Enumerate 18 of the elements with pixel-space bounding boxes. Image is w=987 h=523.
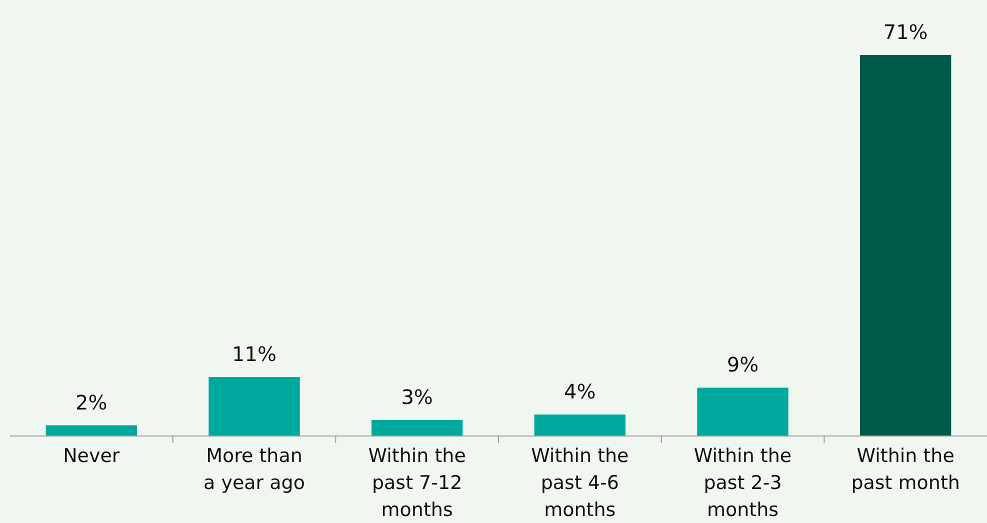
bar	[371, 420, 463, 436]
x-tick-label: More than a year ago	[204, 445, 305, 494]
x-tick-label: Within the past 2-3 months	[694, 445, 792, 521]
bar	[534, 414, 626, 436]
x-tick-label: Within the past 7-12 months	[368, 445, 466, 521]
x-tick-label: Within the past 4-6 months	[531, 445, 629, 521]
data-label: 4%	[564, 380, 596, 404]
data-label: 2%	[76, 390, 108, 414]
bar	[46, 425, 138, 436]
x-tick-label: Within the past month	[851, 445, 960, 494]
bar	[697, 388, 788, 436]
data-label: 71%	[883, 20, 928, 44]
x-tick-label: Never	[63, 445, 120, 467]
bar	[860, 55, 952, 436]
data-label: 9%	[726, 352, 759, 377]
data-label: 3%	[401, 384, 433, 409]
bar	[208, 376, 300, 436]
data-label: 11%	[232, 342, 276, 366]
